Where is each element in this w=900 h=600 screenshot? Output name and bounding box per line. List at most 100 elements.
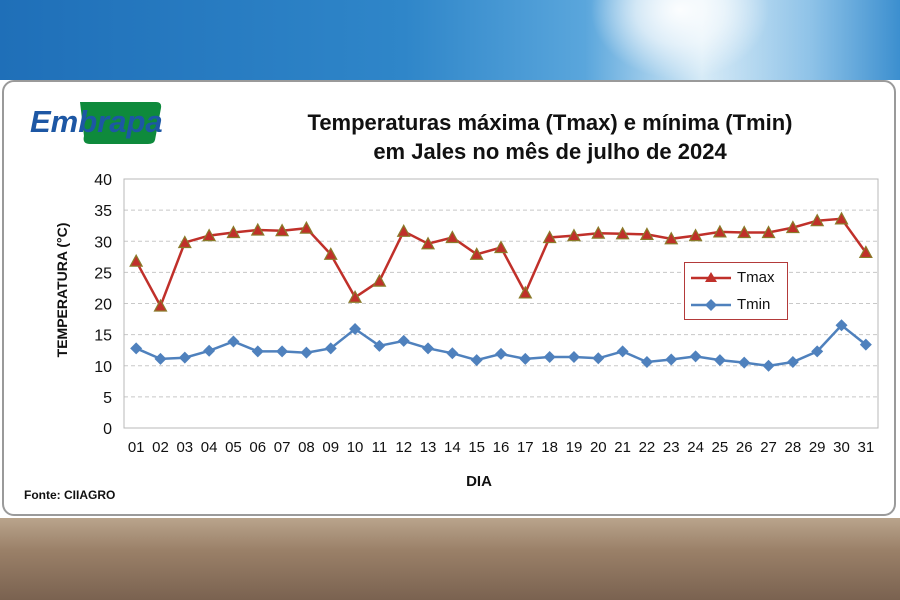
tmin-point bbox=[154, 352, 167, 365]
legend-item-tmin: Tmin bbox=[685, 294, 789, 316]
tmax-point bbox=[177, 235, 192, 249]
tmin-point bbox=[519, 352, 532, 365]
x-tick-label: 05 bbox=[225, 439, 242, 456]
x-tick-label: 13 bbox=[420, 439, 437, 456]
tmin-point bbox=[640, 356, 653, 369]
tmax-point bbox=[810, 213, 825, 227]
tmin-point bbox=[470, 354, 483, 367]
x-tick-label: 07 bbox=[274, 439, 291, 456]
x-tick-label: 27 bbox=[760, 439, 777, 456]
tmax-point bbox=[639, 227, 654, 241]
y-axis-label: TEMPERATURA (°C) bbox=[54, 223, 70, 358]
tmax-point bbox=[664, 231, 679, 245]
tmax-point bbox=[299, 220, 314, 234]
tmax-point bbox=[348, 290, 363, 303]
x-tick-label: 11 bbox=[372, 439, 388, 456]
chart-title: Temperaturas máxima (Tmax) e mínima (Tmi… bbox=[200, 108, 900, 166]
sun-glare bbox=[590, 0, 770, 80]
tmin-point bbox=[689, 350, 702, 363]
x-tick-label: 14 bbox=[444, 439, 461, 456]
tmax-point bbox=[566, 228, 581, 242]
x-tick-label: 09 bbox=[322, 439, 339, 456]
tmin-point bbox=[665, 353, 678, 366]
tmax-point bbox=[129, 253, 144, 267]
legend: Tmax Tmin bbox=[684, 262, 788, 320]
x-tick-label: 23 bbox=[663, 439, 680, 456]
x-tick-label: 22 bbox=[639, 439, 656, 456]
tmin-point bbox=[203, 344, 216, 357]
x-tick-label: 12 bbox=[395, 439, 412, 456]
source-note: Fonte: CIIAGRO bbox=[24, 488, 116, 502]
logo-text: Embrapa bbox=[30, 104, 163, 139]
x-tick-label: 19 bbox=[566, 439, 583, 456]
tmax-point bbox=[858, 245, 873, 259]
x-axis-ticks: 01 02 03 04 05 06 07 08 09 10 11 12 13 14 15 16 17 18 19 20… bbox=[128, 439, 874, 456]
tmin-point bbox=[251, 345, 264, 358]
x-tick-label: 02 bbox=[152, 439, 169, 456]
series-group bbox=[129, 211, 873, 372]
tmin-point bbox=[227, 335, 240, 348]
logo-green-shape bbox=[80, 102, 162, 144]
x-tick-label: 30 bbox=[833, 439, 850, 456]
x-tick-label: 21 bbox=[614, 439, 631, 456]
tmin-point bbox=[762, 359, 775, 372]
tmax-point bbox=[834, 211, 849, 225]
tmin-point bbox=[373, 339, 386, 352]
x-tick-label: 17 bbox=[517, 439, 534, 456]
chart-title-line-1: Temperaturas máxima (Tmax) e mínima (Tmi… bbox=[307, 110, 793, 135]
x-axis-label: DIA bbox=[466, 473, 492, 490]
x-tick-label: 24 bbox=[687, 439, 704, 456]
y-tick-label: 0 bbox=[103, 421, 112, 438]
tmin-point bbox=[178, 351, 191, 364]
embrapa-logo: Embrapa bbox=[30, 102, 163, 144]
legend-tmax-swatch bbox=[691, 272, 731, 282]
x-tick-label: 10 bbox=[347, 439, 364, 456]
y-tick-label: 25 bbox=[94, 265, 112, 282]
tmax-point bbox=[591, 225, 606, 239]
tmax-point bbox=[202, 228, 217, 242]
tmin-point bbox=[859, 338, 872, 351]
tmax-point bbox=[615, 226, 630, 240]
tmax-point bbox=[469, 247, 484, 260]
y-tick-label: 15 bbox=[94, 328, 112, 345]
x-tick-label: 03 bbox=[176, 439, 193, 456]
tmax-point bbox=[688, 228, 703, 242]
tmax-point bbox=[445, 230, 460, 244]
tmax-point bbox=[396, 224, 411, 237]
plot-area-border bbox=[123, 178, 879, 429]
tmin-point bbox=[811, 345, 824, 358]
x-tick-label: 01 bbox=[128, 439, 145, 456]
tmax-point bbox=[421, 236, 436, 250]
legend-item-tmax: Tmax bbox=[685, 267, 789, 289]
x-tick-label: 06 bbox=[249, 439, 266, 456]
x-tick-label: 18 bbox=[541, 439, 558, 456]
y-tick-label: 40 bbox=[94, 172, 112, 189]
tmax-point bbox=[785, 220, 800, 234]
legend-tmin-label: Tmin bbox=[737, 296, 771, 313]
x-tick-label: 04 bbox=[201, 439, 218, 456]
tmin-point bbox=[130, 342, 143, 355]
x-tick-label: 26 bbox=[736, 439, 753, 456]
legend-tmax-label: Tmax bbox=[737, 269, 775, 286]
tmin-point bbox=[324, 342, 337, 355]
chart-title-line-2: em Jales no mês de julho de 2024 bbox=[373, 139, 727, 164]
tmax-point bbox=[226, 225, 241, 239]
x-tick-label: 29 bbox=[809, 439, 826, 456]
y-axis-ticks: 0 5 10 15 20 25 30 35 40 bbox=[94, 172, 112, 438]
tmin-point bbox=[276, 345, 289, 358]
tmin-point bbox=[616, 345, 629, 358]
tmin-point bbox=[349, 323, 362, 336]
tmin-point bbox=[446, 347, 459, 360]
x-tick-label: 08 bbox=[298, 439, 315, 456]
x-tick-label: 31 bbox=[857, 439, 874, 456]
x-tick-label: 25 bbox=[712, 439, 729, 456]
cracked-ground-background bbox=[0, 518, 900, 600]
tmax-point bbox=[275, 223, 290, 237]
y-tick-label: 35 bbox=[94, 203, 112, 220]
tmax-point bbox=[737, 225, 752, 239]
tmax-point bbox=[712, 224, 727, 238]
tmax-point bbox=[761, 225, 776, 239]
tmin-point bbox=[567, 351, 580, 364]
tmin-point bbox=[835, 319, 848, 332]
